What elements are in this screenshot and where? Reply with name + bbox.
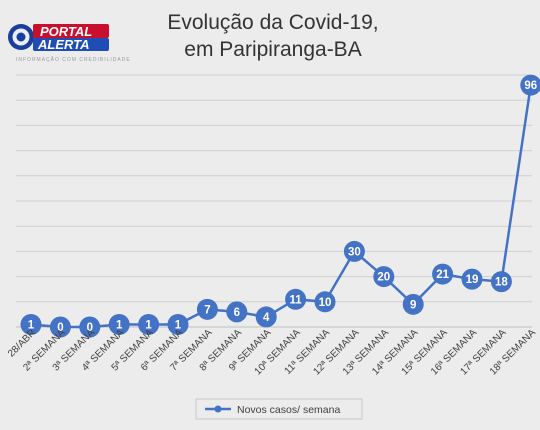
- data-label: 18: [495, 277, 508, 289]
- data-point: [432, 263, 454, 285]
- logo-tagline: INFORMAÇÃO COM CREDIBILIDADE: [16, 56, 131, 63]
- data-label: 4: [263, 312, 270, 324]
- data-label: 19: [466, 274, 479, 286]
- series-line-layer: [30, 84, 533, 329]
- logo-eye: [16, 32, 26, 42]
- series-line: [30, 84, 533, 329]
- data-label: 9: [410, 299, 416, 311]
- data-point: [402, 293, 424, 315]
- data-label: 20: [377, 272, 390, 284]
- legend-marker: [214, 405, 222, 413]
- data-point: [285, 288, 307, 310]
- logo-line1: PORTAL: [40, 24, 92, 39]
- data-label: 11: [290, 294, 303, 306]
- data-point: [255, 306, 277, 328]
- data-point: [79, 316, 101, 338]
- data-label: 1: [116, 319, 123, 331]
- logo-line2: ALERTA: [37, 37, 90, 52]
- data-label: 30: [348, 246, 361, 258]
- data-label: 96: [524, 80, 537, 92]
- data-point: [490, 271, 512, 293]
- data-label: 0: [87, 322, 93, 334]
- data-label: 0: [57, 322, 63, 334]
- data-point: [520, 74, 540, 96]
- data-label: 6: [234, 307, 240, 319]
- data-point: [373, 266, 395, 288]
- data-point: [49, 316, 71, 338]
- data-label: 1: [28, 319, 35, 331]
- legend-label: Novos casos/ semana: [237, 404, 340, 416]
- gridlines: [16, 74, 532, 328]
- data-point: [138, 313, 160, 335]
- data-point: [461, 268, 483, 290]
- data-point: [20, 313, 42, 335]
- data-label: 1: [145, 319, 152, 331]
- data-label: 1: [175, 319, 182, 331]
- data-label: 21: [436, 269, 449, 281]
- data-point: [226, 301, 248, 323]
- data-point: [167, 313, 189, 335]
- data-point: [314, 291, 336, 313]
- chart-title-line2: em Paripiranga-BA: [184, 38, 361, 61]
- logo-banner-top: [33, 24, 109, 38]
- data-label: 7: [204, 304, 210, 316]
- data-point: [343, 240, 365, 262]
- data-point: [108, 313, 130, 335]
- data-label: 10: [319, 297, 332, 309]
- data-point: [196, 298, 218, 320]
- logo-banner-bottom: [33, 38, 109, 51]
- legend-box: [195, 398, 363, 420]
- chart-title-line1: Evolução da Covid-19,: [167, 11, 378, 34]
- portal-alerta-logo: PORTAL ALERTA INFORMAÇÃO COM CREDIBILIDA…: [8, 24, 131, 63]
- legend: Novos casos/ semana: [195, 398, 363, 420]
